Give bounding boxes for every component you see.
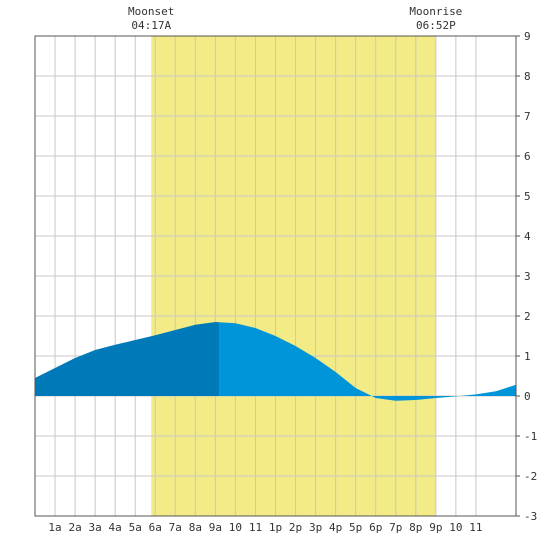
- y-tick-label: 4: [524, 230, 531, 243]
- y-axis-ticks: -3 -2 -1 0 1 2 3 4 5 6 7 8 9: [516, 30, 537, 523]
- grid: [35, 35, 516, 517]
- x-tick-label: 11: [249, 521, 262, 534]
- x-tick-label: 7a: [169, 521, 182, 534]
- y-tick-label: 6: [524, 150, 531, 163]
- y-tick-label: 5: [524, 190, 531, 203]
- y-tick-label: 7: [524, 110, 531, 123]
- x-tick-label: 2a: [68, 521, 81, 534]
- event-label: Moonset: [128, 5, 174, 18]
- x-tick-label: 1p: [269, 521, 282, 534]
- y-tick-label: 3: [524, 270, 531, 283]
- x-tick-label: 8a: [189, 521, 202, 534]
- x-tick-label: 4a: [109, 521, 122, 534]
- y-tick-label: 9: [524, 30, 531, 43]
- x-tick-label: 3a: [89, 521, 102, 534]
- event-label: Moonrise: [409, 5, 462, 18]
- y-tick-label: -1: [524, 430, 537, 443]
- x-tick-label: 6a: [149, 521, 162, 534]
- event-time: 06:52P: [416, 19, 456, 32]
- tide-area: [35, 322, 516, 401]
- x-tick-label: 11: [469, 521, 482, 534]
- x-tick-label: 4p: [329, 521, 342, 534]
- event-time: 04:17A: [131, 19, 171, 32]
- x-tick-label: 5a: [129, 521, 142, 534]
- y-tick-label: 0: [524, 390, 531, 403]
- x-axis-ticks: 1a 2a 3a 4a 5a 6a 7a 8a 9a 10 11 1p 2p 3p 4p 5p 6p 7p 8p 9p…: [48, 521, 482, 534]
- y-tick-label: 8: [524, 70, 531, 83]
- x-tick-label: 3p: [309, 521, 322, 534]
- x-tick-label: 10: [229, 521, 242, 534]
- y-tick-label: -3: [524, 510, 537, 523]
- x-tick-label: 9a: [209, 521, 222, 534]
- y-tick-label: 1: [524, 350, 531, 363]
- y-tick-label: -2: [524, 470, 537, 483]
- x-tick-label: 8p: [409, 521, 422, 534]
- x-tick-label: 9p: [429, 521, 442, 534]
- x-tick-label: 5p: [349, 521, 362, 534]
- x-tick-label: 10: [449, 521, 462, 534]
- x-tick-label: 6p: [369, 521, 382, 534]
- x-tick-label: 2p: [289, 521, 302, 534]
- x-tick-label: 7p: [389, 521, 402, 534]
- y-tick-label: 2: [524, 310, 531, 323]
- x-tick-label: 1a: [48, 521, 61, 534]
- tide-area-early: [35, 322, 220, 396]
- tide-area-late: [219, 322, 516, 401]
